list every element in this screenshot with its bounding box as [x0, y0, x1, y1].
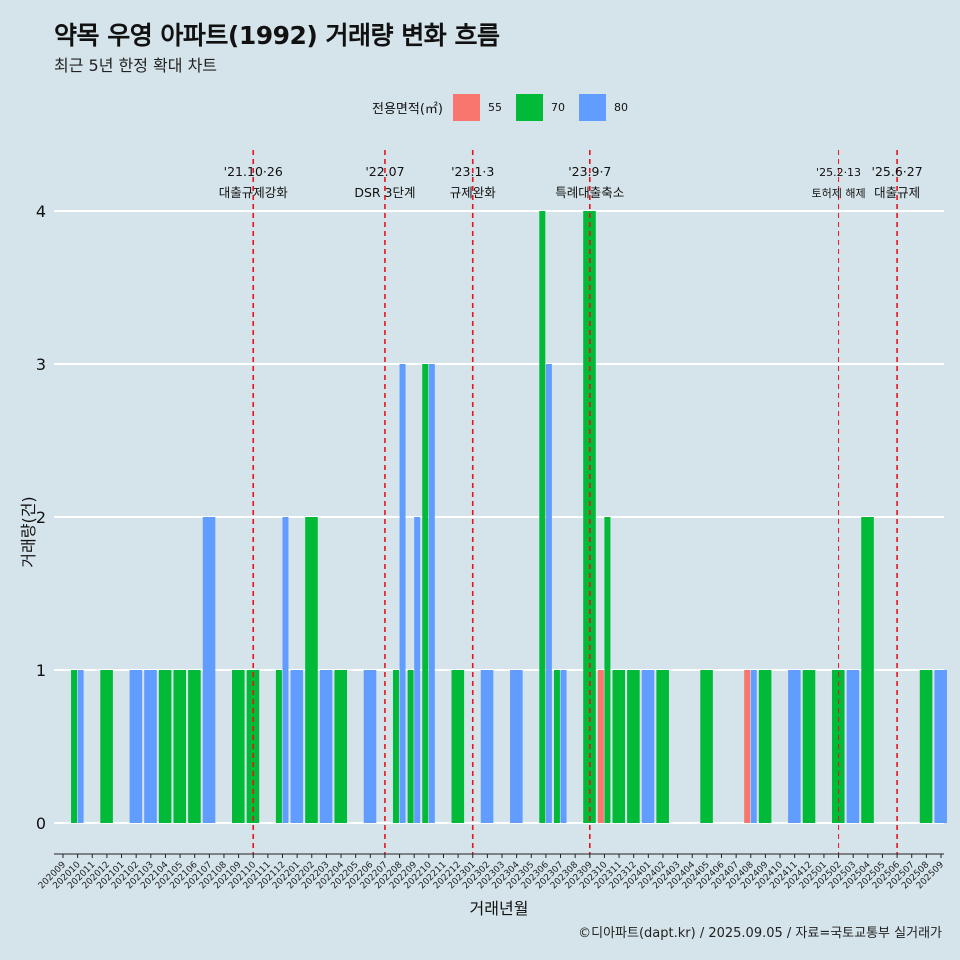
bar-202103-80	[144, 670, 157, 823]
event-date-3: '23.9·7	[568, 164, 611, 179]
event-label-2: 규제완화	[450, 185, 497, 200]
legend-label-80: 80	[613, 100, 628, 114]
event-label-0: 대출규제강화	[219, 185, 289, 200]
bar-202210-80	[428, 364, 435, 823]
bar-202412-70	[802, 670, 816, 823]
event-date-2: '23.1·3	[451, 164, 494, 179]
bar-202112-70	[275, 670, 282, 823]
bar-202312-70	[627, 670, 640, 823]
chart-title: 약목 우영 아파트(1992) 거래량 변화 흐름	[54, 21, 500, 50]
event-label-4: 토허제 해제	[812, 186, 866, 200]
event-label-5: 대출규제	[874, 185, 920, 200]
caption: ©디아파트(dapt.kr) / 2025.09.05 / 자료=국토교통부 실…	[578, 926, 942, 941]
bar-202408-80	[750, 670, 757, 823]
legend-label-55: 55	[487, 100, 502, 114]
bar-202306-70	[539, 211, 546, 823]
bar-202105-70	[173, 670, 187, 823]
bar-202411-80	[788, 670, 801, 823]
y-tick-label-2: 2	[36, 508, 46, 527]
bar-202102-80	[129, 670, 143, 823]
chart-subtitle: 최근 5년 한정 확대 차트	[54, 56, 218, 75]
legend-swatch-55	[452, 93, 480, 121]
legend-item-80: 80	[578, 93, 628, 121]
bar-202509-80	[934, 670, 947, 823]
legend-swatch-80	[578, 93, 606, 121]
event-date-5: '25.6·27	[872, 164, 923, 179]
bar-202212-70	[451, 670, 465, 823]
legend: 전용면적(㎡) 55 70 80	[372, 92, 642, 122]
bar-202109-70	[232, 670, 245, 823]
bar-202503-80	[846, 670, 860, 823]
x-axis-title: 거래년월	[470, 899, 529, 918]
event-date-0: '21.10·26	[224, 164, 283, 179]
legend-swatch-70	[515, 93, 543, 121]
y-axis-title: 거래량(건)	[19, 496, 38, 567]
event-label-3: 특례대출축소	[555, 185, 624, 200]
bar-202504-70	[861, 517, 874, 823]
event-label-1: DSR 3단계	[354, 185, 415, 200]
event-date-1: '22.07	[365, 164, 404, 179]
bar-202401-80	[641, 670, 655, 823]
bar-202208-80	[399, 364, 406, 823]
bar-202104-70	[158, 670, 172, 823]
legend-title: 전용면적(㎡)	[372, 101, 443, 117]
bar-202010-80	[77, 670, 84, 823]
legend-item-70: 70	[515, 93, 565, 121]
bar-202010-70	[71, 670, 78, 823]
bar-202307-70	[553, 670, 560, 823]
bar-202304-80	[510, 670, 523, 823]
legend-label-70: 70	[550, 100, 565, 114]
y-tick-label-3: 3	[36, 355, 46, 374]
bar-202106-70	[188, 670, 201, 823]
bar-202112-80	[282, 517, 289, 823]
bar-202201-80	[290, 670, 304, 823]
y-tick-label-0: 0	[36, 814, 46, 833]
bar-202209-80	[414, 517, 421, 823]
bar-202204-70	[334, 670, 348, 823]
bar-202409-70	[758, 670, 772, 823]
bar-202402-70	[656, 670, 669, 823]
bar-202203-80	[319, 670, 333, 823]
bar-202209-70	[407, 670, 414, 823]
bar-202310-70	[604, 517, 611, 823]
event-date-4: '25.2·13	[816, 166, 861, 179]
y-tick-label-1: 1	[36, 661, 46, 680]
bar-202206-80	[363, 670, 377, 823]
bar-202107-80	[202, 517, 216, 823]
bar-202306-80	[545, 364, 552, 823]
bar-202202-70	[305, 517, 318, 823]
bar-202508-70	[919, 670, 933, 823]
bar-202405-70	[700, 670, 713, 823]
bar-202307-80	[560, 670, 567, 823]
bar-202311-70	[612, 670, 626, 823]
bar-202408-55	[744, 670, 751, 823]
bar-202210-70	[422, 364, 429, 823]
bar-202310-55	[597, 670, 604, 823]
bar-202302-80	[480, 670, 494, 823]
y-tick-label-4: 4	[36, 202, 46, 221]
legend-item-55: 55	[452, 93, 502, 121]
bar-202012-70	[100, 670, 113, 823]
bar-202208-70	[392, 670, 399, 823]
bar-202309-70	[583, 211, 596, 823]
